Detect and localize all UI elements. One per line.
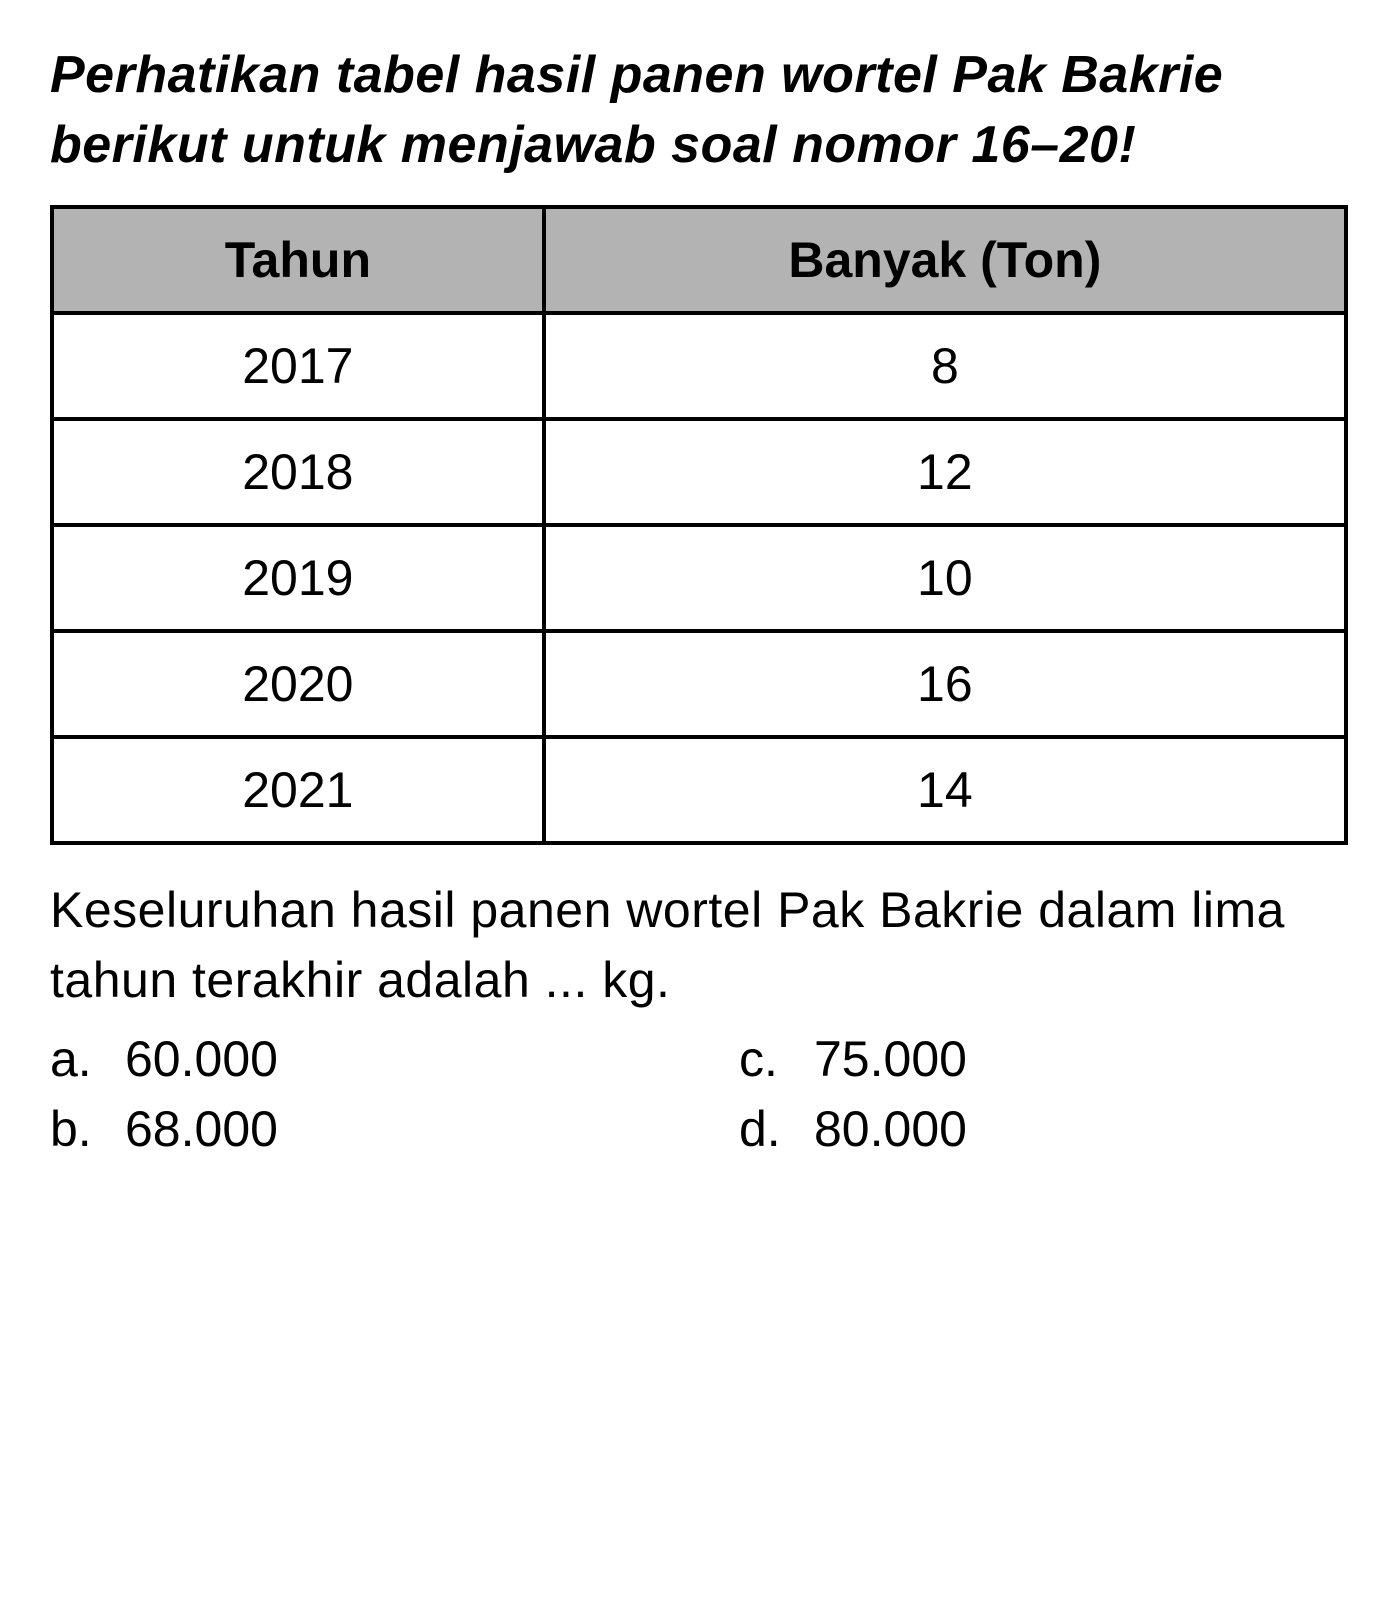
table-row: 2021 14 [52,737,1346,843]
option-a: a. 60.000 [50,1030,659,1088]
table-row: 2018 12 [52,419,1346,525]
table-cell-amount: 16 [544,631,1346,737]
option-value: 75.000 [814,1030,967,1088]
option-c: c. 75.000 [739,1030,1348,1088]
option-value: 68.000 [125,1100,278,1158]
table-row: 2017 8 [52,313,1346,419]
option-letter: d. [739,1100,789,1158]
option-value: 60.000 [125,1030,278,1088]
table-cell-amount: 14 [544,737,1346,843]
instruction-text: Perhatikan tabel hasil panen wortel Pak … [50,40,1348,180]
table-header-amount: Banyak (Ton) [544,207,1346,313]
option-letter: c. [739,1030,789,1088]
table-cell-year: 2017 [52,313,544,419]
table-cell-year: 2020 [52,631,544,737]
option-b: b. 68.000 [50,1100,659,1158]
option-value: 80.000 [814,1100,967,1158]
table-cell-year: 2019 [52,525,544,631]
options-container: a. 60.000 c. 75.000 b. 68.000 d. 80.000 [50,1030,1348,1158]
table-cell-amount: 10 [544,525,1346,631]
option-d: d. 80.000 [739,1100,1348,1158]
table-row: 2019 10 [52,525,1346,631]
table-cell-year: 2018 [52,419,544,525]
table-cell-amount: 8 [544,313,1346,419]
table-header-year: Tahun [52,207,544,313]
table-cell-amount: 12 [544,419,1346,525]
option-letter: b. [50,1100,100,1158]
question-text: Keseluruhan hasil panen wortel Pak Bakri… [50,875,1348,1015]
table-row: 2020 16 [52,631,1346,737]
option-letter: a. [50,1030,100,1088]
table-cell-year: 2021 [52,737,544,843]
table-header-row: Tahun Banyak (Ton) [52,207,1346,313]
harvest-table: Tahun Banyak (Ton) 2017 8 2018 12 2019 1… [50,205,1348,845]
